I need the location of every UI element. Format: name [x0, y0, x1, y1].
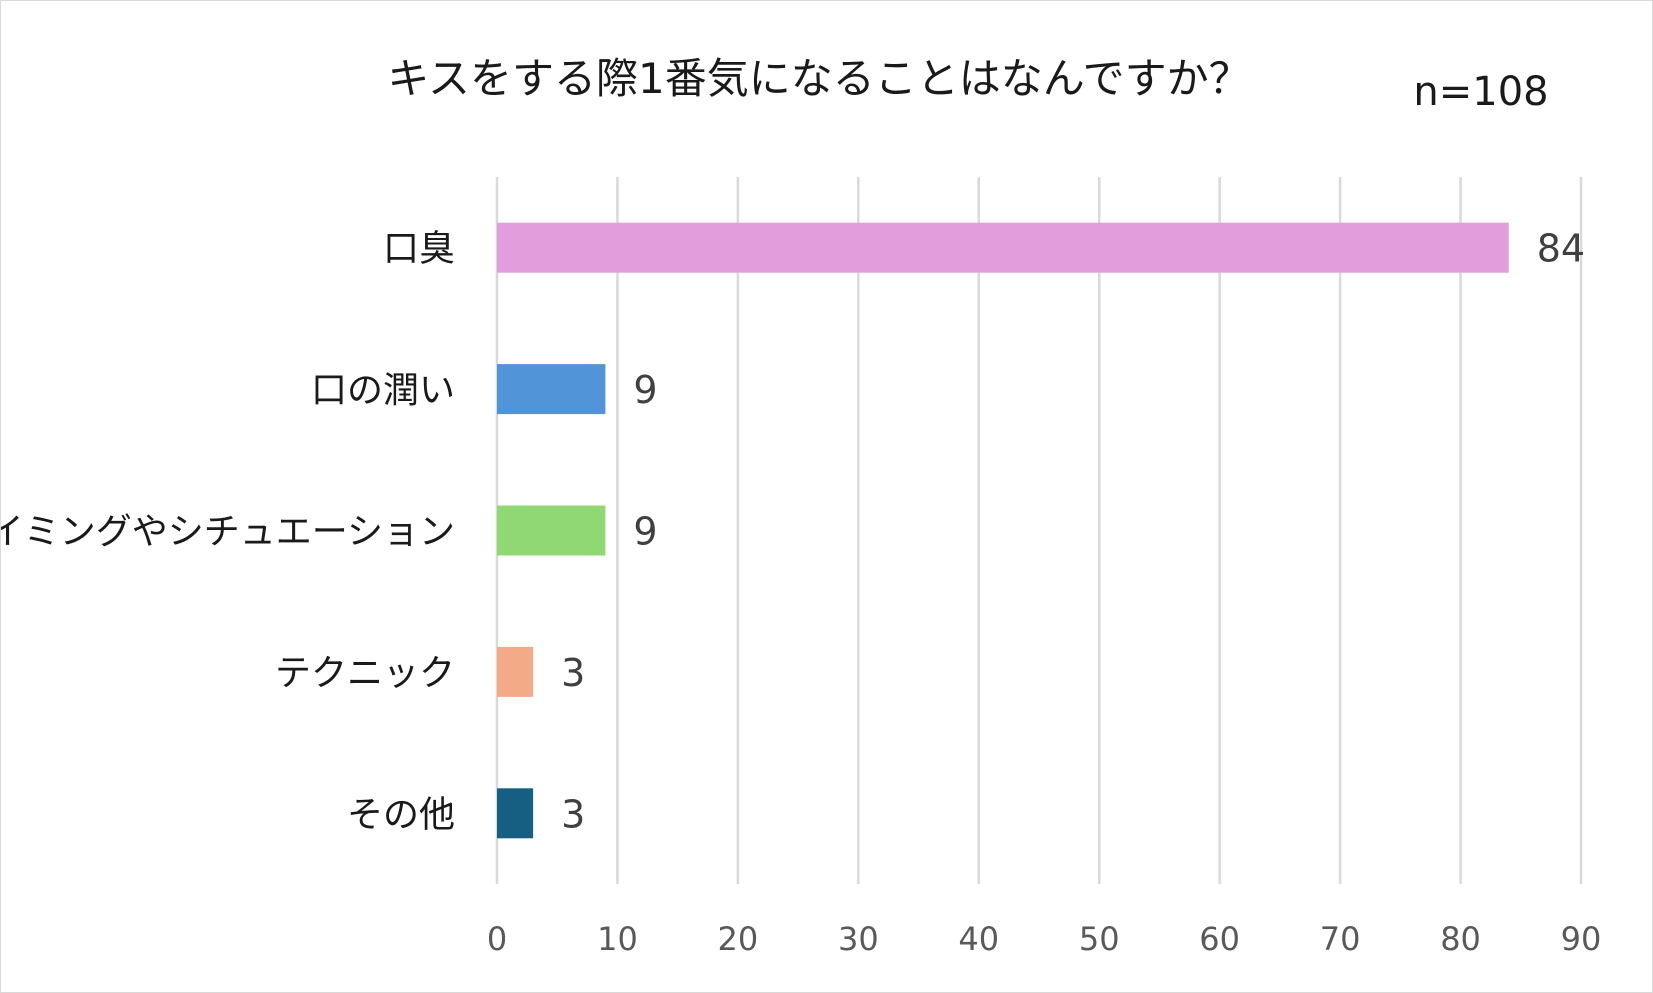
category-label: 口の潤い [311, 370, 455, 411]
x-tick-label: 30 [838, 920, 879, 958]
bars [497, 222, 1509, 839]
category-label: タイミングやシチュエーション [1, 512, 455, 553]
bar [497, 222, 1509, 273]
sample-size-label: n=108 [1413, 69, 1548, 115]
x-tick-label: 10 [597, 920, 638, 958]
x-axis-ticks: 0 10 20 30 40 50 60 70 80 90 [487, 920, 1602, 958]
category-label: その他 [347, 794, 455, 835]
category-label: 口臭 [383, 229, 455, 270]
data-label: 3 [561, 651, 585, 695]
data-label: 9 [633, 510, 657, 554]
chart-title: キスをする際1番気になることはなんですか？ [387, 54, 1250, 103]
x-tick-label: 0 [487, 920, 507, 958]
data-label: 84 [1537, 227, 1585, 271]
gridlines [495, 177, 1583, 884]
data-labels: 84 9 9 3 3 [561, 227, 1585, 837]
x-tick-label: 60 [1199, 920, 1240, 958]
bar [497, 646, 534, 697]
x-tick-label: 80 [1440, 920, 1481, 958]
bar [497, 505, 606, 556]
data-label: 3 [561, 792, 585, 836]
x-tick-label: 50 [1079, 920, 1120, 958]
x-tick-label: 90 [1561, 920, 1602, 958]
bar [497, 788, 534, 839]
x-tick-label: 20 [718, 920, 759, 958]
category-label: テクニック [275, 653, 455, 694]
x-tick-label: 40 [958, 920, 999, 958]
bar [497, 364, 606, 415]
data-label: 9 [633, 368, 657, 412]
x-tick-label: 70 [1320, 920, 1361, 958]
